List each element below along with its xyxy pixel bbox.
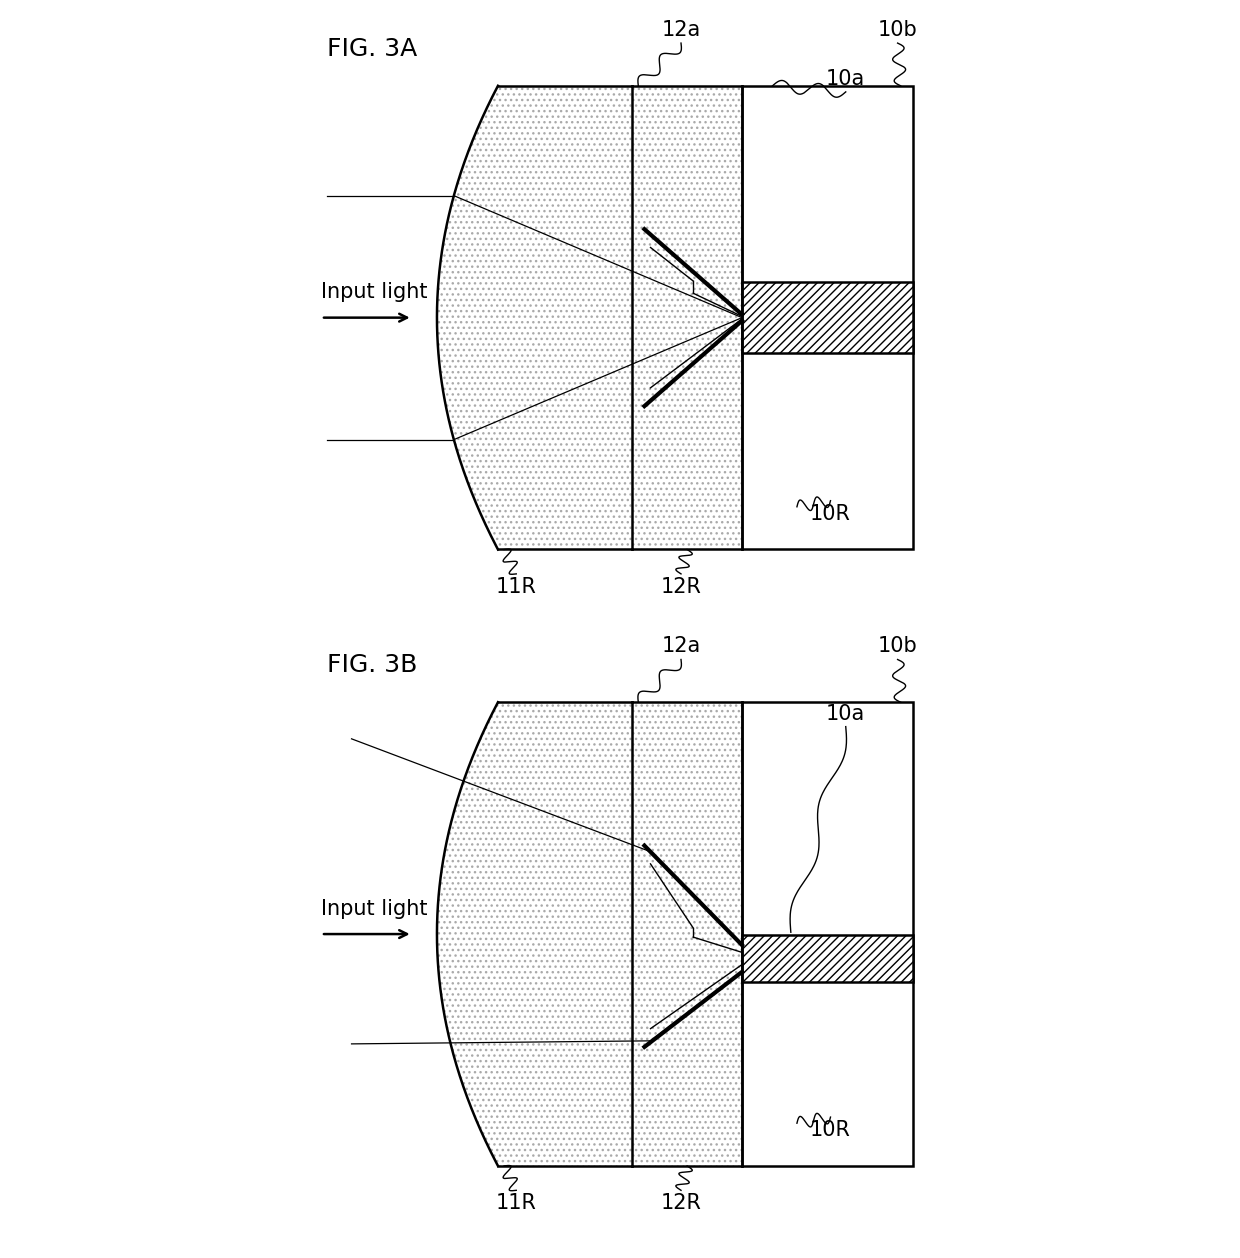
- Text: 10a: 10a: [826, 69, 866, 89]
- Bar: [742, 935, 913, 981]
- Text: 12a: 12a: [661, 20, 701, 40]
- Polygon shape: [436, 86, 632, 550]
- Bar: [742, 86, 913, 550]
- Text: 10R: 10R: [810, 503, 851, 523]
- Text: FIG. 3A: FIG. 3A: [327, 36, 418, 60]
- Text: 12a: 12a: [661, 637, 701, 657]
- Text: 12R: 12R: [661, 577, 702, 598]
- Text: 11R: 11R: [496, 577, 537, 598]
- Bar: [632, 86, 742, 550]
- Text: 12R: 12R: [661, 1194, 702, 1214]
- Polygon shape: [436, 702, 632, 1166]
- Text: 10b: 10b: [878, 20, 918, 40]
- Bar: [742, 702, 913, 1166]
- Text: Input light: Input light: [321, 282, 428, 302]
- Text: FIG. 3B: FIG. 3B: [327, 653, 418, 677]
- Bar: [632, 702, 742, 1166]
- Text: Input light: Input light: [321, 898, 428, 918]
- Bar: [632, 86, 742, 550]
- Text: 10R: 10R: [810, 1120, 851, 1140]
- Text: 10a: 10a: [826, 703, 866, 723]
- Bar: [632, 702, 742, 1166]
- Bar: [742, 282, 913, 353]
- Text: 10b: 10b: [878, 637, 918, 657]
- Text: 11R: 11R: [496, 1194, 537, 1214]
